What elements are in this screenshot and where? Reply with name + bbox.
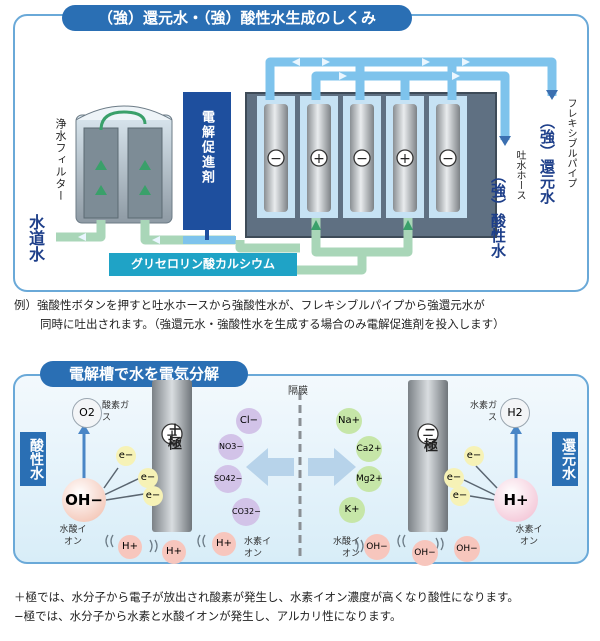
bottom-title: 電解槽で水を電気分解 (40, 361, 248, 387)
description-line-1: 例）強酸性ボタンを押すと吐水ホースから強酸性水が、フレキシブルパイプから強還元水… (14, 298, 485, 312)
cation-1: Na+ (336, 408, 362, 434)
electrolyte-label: 電解促進剤 (199, 110, 214, 185)
cation-4: K+ (339, 497, 365, 523)
acidic-water-badge: 酸性水 (20, 432, 46, 486)
h-ion-large: H+ (494, 478, 538, 522)
plus-electrode-rod (152, 380, 192, 532)
electron-right-2: e− (444, 468, 464, 488)
hydrogen-ion-label-left: 水素イオン (244, 537, 272, 559)
oh-ion-small-2: OH− (412, 540, 438, 566)
h-ion-small-1: H+ (118, 535, 142, 559)
h2-bubble: H2 (500, 398, 530, 428)
right-arrow (308, 448, 356, 486)
cation-3: Mg2+ (356, 466, 383, 492)
tap-water-label: 水道水 (26, 214, 45, 262)
hydroxide-ion-label-left: 水酸イオン (59, 525, 87, 547)
oh-ion-small-1: OH− (364, 534, 390, 560)
top-diagram: − + − + − (56, 57, 558, 275)
acidic-water-label: （強）酸性水 (489, 168, 507, 258)
electrode-sign-1: − (270, 151, 282, 167)
acidic-water-pipes (311, 71, 510, 140)
hydrogen-gas-label: 水素ガス (469, 401, 497, 423)
h-ion-small-3: H+ (212, 532, 236, 556)
reduced-water-label: （強）還元水 (538, 114, 556, 204)
bottom-feed-pipes (235, 218, 413, 275)
oh-ion-small-3: OH− (454, 536, 480, 562)
reduced-water-pipes (265, 57, 557, 100)
anion-3: SO42− (214, 465, 242, 493)
svg-text:−: − (422, 426, 435, 444)
oh-ion-large: OH− (62, 478, 106, 522)
oxygen-gas-label: 酸素ガス (102, 401, 130, 423)
left-arrow (246, 448, 294, 486)
anion-2: NO3− (218, 434, 244, 460)
electrode-sign-5: − (442, 151, 454, 167)
discharge-hose-label: 吐水ホース (514, 150, 525, 200)
cation-2: Ca2+ (356, 436, 382, 462)
h-ion-small-2: H+ (162, 540, 186, 564)
hydroxide-ion-label-right: 水酸イオン (332, 537, 360, 559)
electrode-sign-2: + (313, 151, 325, 167)
filter-label: 浄水フィルター (54, 118, 67, 202)
minus-electrode-label: −極 (422, 422, 438, 452)
hydrogen-ion-label-right: 水素イオン (515, 525, 543, 547)
membrane-label: 隔膜 (288, 386, 308, 397)
bottom-panel (13, 374, 589, 564)
top-title: （強）還元水・（強）酸性水生成のしくみ (62, 5, 412, 31)
electron-right-1: e− (464, 446, 484, 466)
anion-1: Cl− (236, 408, 262, 434)
electron-left-1: e− (116, 446, 136, 466)
electron-left-2: e− (138, 468, 158, 488)
electron-right-3: e− (450, 486, 470, 506)
anion-4: CO32− (232, 498, 261, 526)
footer-line-2: −極では、水分子から水素と水酸イオンが発生し、アルカリ性になります。 (14, 609, 402, 623)
svg-text:+: + (166, 426, 179, 444)
minus-electrode-rod (408, 380, 448, 532)
flexible-pipe-label: フレキシブルパイプ (565, 98, 576, 188)
glycerol-label: グリセロリン酸カルシウム (109, 253, 297, 276)
electron-left-3: e− (143, 486, 163, 506)
footer-line-1: ＋極では、水分子から電子が放出され酸素が発生し、水素イオン濃度が高くなり酸性にな… (14, 590, 519, 604)
o2-bubble: O2 (72, 398, 102, 428)
plus-electrode-label: ＋極 (166, 422, 182, 450)
reduced-water-badge: 還元水 (552, 432, 578, 486)
electrode-sign-4: + (399, 151, 411, 167)
electrolyte-tank (183, 92, 231, 230)
description-line-2: 同時に吐出されます。（強還元水・強酸性水を生成する場合のみ電解促進剤を投入します… (40, 317, 505, 331)
electrode-sign-3: − (356, 151, 368, 167)
